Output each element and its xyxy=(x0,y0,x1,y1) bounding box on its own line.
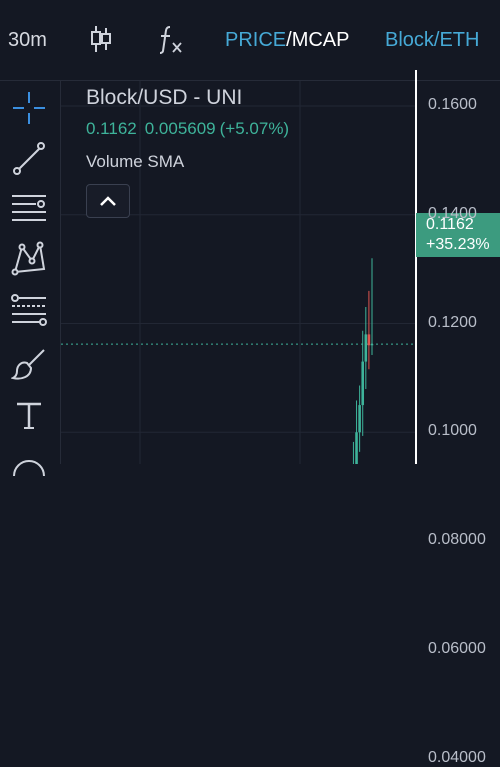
shape-icon xyxy=(13,460,45,476)
candlestick-icon[interactable] xyxy=(90,24,112,60)
price-toggle-label[interactable]: PRICE xyxy=(225,29,287,51)
fib-icon xyxy=(11,294,47,326)
price-change: 0.005609 xyxy=(144,119,216,138)
pattern-icon xyxy=(11,241,46,276)
text-icon xyxy=(17,402,41,429)
text-tool[interactable] xyxy=(8,395,50,437)
candle-body xyxy=(361,361,365,406)
y-axis-tick-label: 0.08000 xyxy=(428,531,486,549)
trend-line-icon xyxy=(13,142,45,175)
current-price-value: 0.1162 xyxy=(426,216,474,233)
y-axis-tick-label: 0.1000 xyxy=(428,422,477,440)
fib-tool[interactable] xyxy=(8,289,50,331)
collapse-legend-button[interactable] xyxy=(86,184,130,218)
brush-icon xyxy=(11,349,45,380)
candle-body xyxy=(370,344,374,346)
candle-body xyxy=(367,334,371,346)
current-price-pct: +35.23% xyxy=(426,236,490,253)
volume-indicator-label[interactable]: Volume SMA xyxy=(86,152,185,171)
timeframe-button[interactable]: 30m xyxy=(8,29,47,51)
horizontal-lines-icon xyxy=(12,195,46,221)
trend-line-tool[interactable] xyxy=(8,137,50,179)
crosshair-tool[interactable] xyxy=(8,87,50,129)
y-axis-tick-label: 0.1600 xyxy=(428,96,477,113)
chevron-up-icon xyxy=(100,196,116,206)
candle-body xyxy=(355,432,358,464)
y-axis-tick-label: 0.1400 xyxy=(428,204,477,222)
price-legend: 0.1162 0.005609 (+5.07%) xyxy=(86,119,297,139)
last-price: 0.1162 xyxy=(86,119,137,138)
pair-selector[interactable]: Block/ETH xyxy=(385,29,480,51)
pattern-tool[interactable] xyxy=(8,237,50,279)
mcap-toggle-label[interactable]: MCAP xyxy=(291,29,350,51)
symbol-title: Block/USD - UNI xyxy=(86,86,243,109)
fx-icon-svg xyxy=(159,26,182,54)
candle-body xyxy=(364,334,368,362)
candle-body xyxy=(358,405,361,433)
drawing-toolbar xyxy=(0,81,61,476)
price-change-pct: (+5.07%) xyxy=(219,119,290,138)
price-chart[interactable] xyxy=(0,0,500,464)
candlestick-icon-svg xyxy=(91,26,111,52)
toggle-separator: / xyxy=(286,29,292,51)
y-axis-tick-label: 0.06000 xyxy=(428,639,486,657)
crosshair-icon xyxy=(13,92,45,124)
top-divider xyxy=(0,80,500,81)
brush-tool[interactable] xyxy=(8,343,50,385)
horizontal-lines-tool[interactable] xyxy=(8,187,50,229)
y-axis-tick-label: 0.1200 xyxy=(428,313,477,331)
fx-icon[interactable] xyxy=(158,24,184,60)
price-mcap-toggle[interactable]: PRICE/MCAP xyxy=(225,28,349,52)
current-price-tag: 0.1162 +35.23% xyxy=(416,213,500,257)
top-bar: 30m PRICE/MCAP Block/ETH xyxy=(0,0,500,80)
shape-tool[interactable] xyxy=(8,445,50,487)
y-axis-tick-label: 0.04000 xyxy=(428,748,486,766)
